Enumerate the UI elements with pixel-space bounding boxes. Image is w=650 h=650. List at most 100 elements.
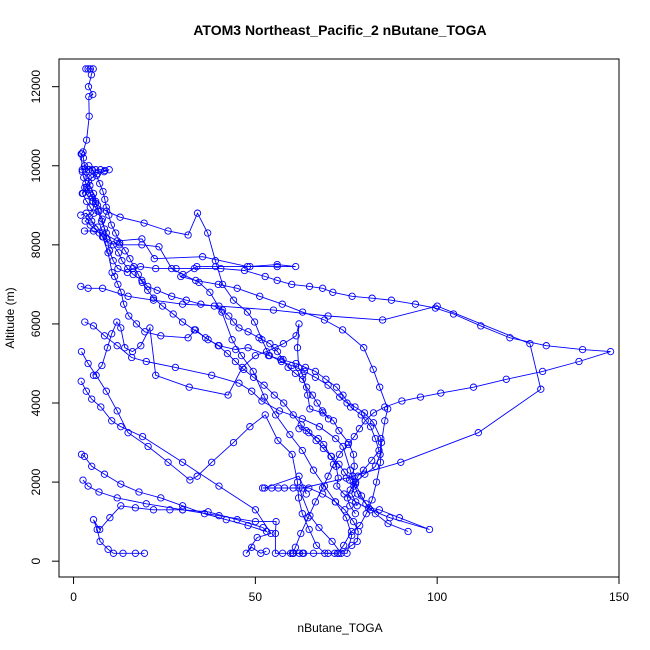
data-point: [240, 365, 248, 374]
data-point: [99, 187, 107, 196]
data-point: [327, 452, 336, 461]
data-point: [269, 306, 278, 314]
data-point: [371, 462, 380, 470]
data-point: [279, 340, 288, 348]
data-point: [89, 90, 97, 99]
data-point: [109, 257, 117, 265]
x-tick-label: 100: [427, 590, 447, 604]
series-12: [79, 183, 615, 557]
data-point: [193, 209, 202, 217]
data-point: [526, 340, 534, 348]
data-point: [138, 278, 146, 287]
plot-area: [77, 65, 615, 557]
data-point: [224, 391, 232, 399]
data-point: [302, 383, 311, 391]
data-point: [376, 450, 384, 459]
data-point: [225, 312, 233, 320]
data-point: [375, 506, 384, 514]
data-point: [311, 367, 320, 376]
x-axis-label: nButane_TOGA: [297, 621, 382, 635]
data-point: [215, 302, 223, 310]
data-point: [248, 543, 256, 551]
data-point: [228, 336, 236, 344]
data-point: [171, 363, 180, 372]
data-point: [349, 450, 358, 459]
data-point: [140, 549, 149, 557]
data-point: [292, 359, 300, 368]
data-point: [477, 322, 485, 330]
series-line: [80, 212, 380, 506]
x-tick-label: 0: [70, 590, 77, 604]
data-point: [284, 363, 292, 372]
data-point: [272, 517, 280, 526]
y-tick-label: 2000: [29, 468, 43, 495]
data-point: [368, 496, 376, 504]
data-point: [353, 537, 361, 546]
data-point: [314, 434, 322, 443]
data-point: [229, 296, 238, 304]
data-point: [78, 150, 86, 158]
data-point: [214, 280, 222, 289]
data-point: [185, 383, 193, 391]
data-point: [346, 502, 354, 510]
data-point: [79, 476, 87, 484]
data-point: [118, 257, 126, 265]
data-point: [324, 415, 333, 423]
data-point: [346, 403, 355, 411]
data-point: [387, 296, 396, 304]
data-point: [295, 425, 303, 433]
data-point: [349, 517, 358, 526]
series-6: [77, 450, 271, 557]
data-point: [273, 276, 281, 285]
data-point: [146, 324, 154, 332]
data-point: [289, 411, 297, 419]
data-point: [211, 257, 220, 265]
data-point: [131, 549, 140, 557]
data-point: [107, 221, 116, 229]
data-point: [261, 411, 269, 419]
data-point: [246, 262, 254, 271]
data-point: [306, 405, 314, 413]
data-point: [251, 517, 260, 526]
data-point: [125, 312, 133, 320]
data-point: [348, 292, 356, 300]
data-point: [357, 411, 365, 419]
data-point: [113, 342, 121, 350]
data-point: [319, 444, 328, 453]
data-point: [297, 421, 305, 429]
data-point: [102, 203, 110, 211]
y-tick-label: 10000: [29, 149, 43, 183]
series-5: [77, 377, 275, 557]
data-point: [88, 217, 96, 225]
data-point: [294, 494, 303, 502]
data-point: [212, 262, 220, 271]
data-point: [315, 523, 323, 532]
data-point: [82, 65, 90, 73]
data-point: [178, 318, 187, 326]
series-3: [80, 227, 392, 557]
data-point: [100, 470, 109, 478]
data-point: [288, 280, 296, 289]
data-point: [273, 347, 282, 356]
data-point: [164, 458, 172, 466]
y-tick-label: 0: [29, 558, 43, 565]
data-point: [271, 529, 280, 538]
data-point: [606, 347, 615, 356]
data-point: [324, 472, 332, 480]
data-point: [311, 373, 320, 381]
data-point: [356, 521, 364, 530]
data-point: [97, 403, 105, 411]
data-point: [578, 345, 587, 354]
data-point: [114, 249, 123, 257]
data-point: [288, 549, 297, 557]
y-tick-label: 4000: [29, 389, 43, 416]
data-point: [114, 280, 122, 289]
data-point: [302, 490, 310, 498]
data-point: [288, 450, 296, 459]
data-point: [100, 168, 108, 176]
data-point: [538, 367, 547, 376]
data-point: [353, 502, 361, 510]
data-point: [411, 300, 420, 308]
data-point: [233, 516, 241, 524]
data-point: [312, 436, 320, 445]
